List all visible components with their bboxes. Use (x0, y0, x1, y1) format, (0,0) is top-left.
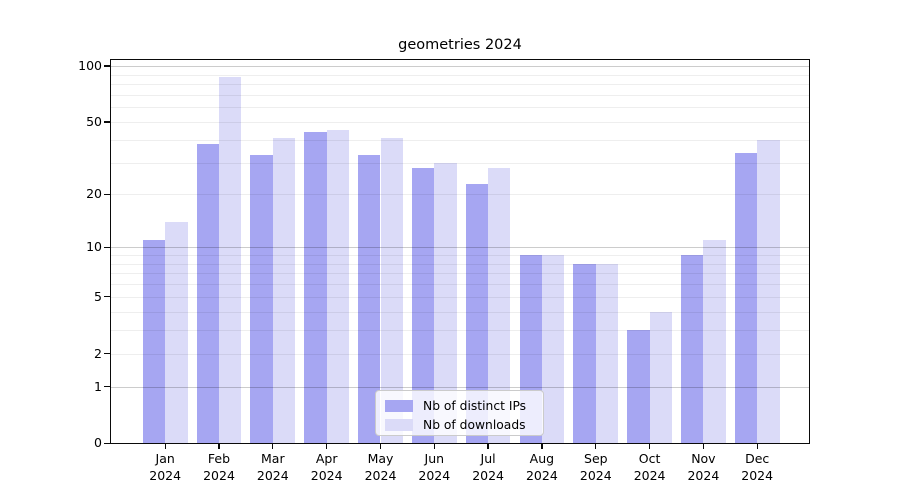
bar-distinct-ips-sep (573, 263, 596, 444)
bar-downloads-dec (757, 139, 780, 444)
x-tick (702, 444, 705, 449)
y-tick (104, 296, 110, 298)
bar-distinct-ips-jun (411, 168, 435, 444)
y-tick-label: 20 (86, 186, 102, 202)
x-tick-label: Dec 2024 (741, 451, 774, 483)
y-tick (104, 352, 110, 355)
bar-downloads-may (380, 137, 403, 444)
x-tick-label: Oct 2024 (633, 451, 666, 483)
x-tick (326, 444, 328, 449)
x-tick-label: Jan 2024 (149, 451, 182, 483)
bar-downloads-aug (541, 255, 565, 444)
y-tick-label: 50 (86, 113, 102, 129)
bar-distinct-ips-feb (196, 143, 219, 444)
x-tick (433, 444, 435, 449)
legend-item-distinct-ips: Nb of distinct IPs (376, 397, 543, 414)
plot-area: Nb of distinct IPs Nb of downloads (110, 59, 810, 444)
y-tick (104, 442, 110, 444)
y-tick-label: 0 (94, 435, 102, 451)
gridline-major (110, 247, 810, 249)
legend-label-distinct-ips: Nb of distinct IPs (423, 398, 527, 413)
gridline-minor (110, 296, 810, 298)
gridline-minor (110, 162, 810, 164)
x-tick (648, 444, 651, 449)
y-tick (104, 121, 110, 123)
gridline-minor (110, 255, 810, 257)
y-tick-label: 2 (94, 345, 102, 361)
x-tick (164, 444, 166, 449)
gridline-minor (110, 74, 810, 76)
y-tick (104, 193, 110, 196)
x-tick-label: Mar 2024 (256, 451, 289, 483)
gridline-minor (110, 84, 810, 85)
gridline-minor (110, 263, 810, 265)
bar-downloads-feb (219, 77, 242, 444)
gridline-minor (110, 311, 810, 313)
bar-downloads-jul (488, 168, 511, 444)
x-tick-label: Jul 2024 (472, 451, 504, 483)
bar-downloads-mar (272, 137, 296, 444)
chart-title: geometries 2024 (398, 37, 522, 53)
y-tick-label: 10 (86, 239, 102, 255)
legend-item-downloads: Nb of downloads (376, 416, 543, 433)
bar-distinct-ips-may (358, 155, 381, 444)
gridline-minor (110, 94, 810, 96)
legend-label-downloads: Nb of downloads (423, 417, 526, 432)
bar-downloads-sep (595, 263, 619, 444)
x-tick-label: Aug 2024 (525, 451, 558, 483)
x-tick-label: Sep 2024 (579, 451, 612, 483)
legend-swatch-downloads (385, 418, 413, 431)
gridline-minor (110, 121, 810, 123)
x-tick (272, 444, 274, 449)
x-tick (218, 444, 220, 449)
gridline-major (110, 386, 810, 388)
y-tick (104, 246, 110, 248)
bar-distinct-ips-jan (142, 240, 166, 444)
x-tick-label: Apr 2024 (310, 451, 343, 483)
gridline-minor (110, 284, 810, 286)
x-tick (541, 444, 543, 449)
gridline-minor (110, 194, 810, 196)
x-tick (595, 444, 597, 449)
bar-distinct-ips-nov (681, 255, 704, 444)
y-tick-label: 5 (94, 288, 102, 304)
y-tick (104, 65, 110, 67)
bar-distinct-ips-dec (734, 152, 758, 444)
bar-downloads-nov (703, 240, 726, 444)
gridline-minor (110, 353, 810, 355)
bar-distinct-ips-jul (465, 183, 489, 444)
x-tick-label: May 2024 (364, 451, 397, 483)
gridline-minor (110, 139, 810, 141)
bar-distinct-ips-mar (250, 155, 273, 444)
y-tick (104, 385, 110, 388)
x-tick (379, 444, 382, 449)
y-tick-label: 100 (78, 58, 102, 73)
legend-swatch-distinct-ips (385, 399, 413, 412)
gridline-minor (110, 273, 810, 275)
bar-downloads-jan (165, 221, 188, 444)
bar-downloads-jun (434, 162, 457, 444)
x-tick (756, 444, 758, 449)
bar-downloads-oct (649, 311, 672, 444)
bar-distinct-ips-apr (304, 132, 327, 444)
x-tick-label: Feb 2024 (203, 451, 235, 483)
bar-distinct-ips-oct (627, 330, 650, 444)
x-tick-label: Jun 2024 (418, 451, 451, 483)
bar-downloads-apr (326, 130, 350, 444)
gridline-major (110, 66, 810, 67)
x-tick-label: Nov 2024 (687, 451, 720, 483)
x-tick (487, 444, 489, 449)
legend: Nb of distinct IPs Nb of downloads (375, 390, 544, 436)
gridline-minor (110, 330, 810, 331)
gridline-minor (110, 107, 810, 109)
y-tick-label: 1 (94, 378, 102, 394)
